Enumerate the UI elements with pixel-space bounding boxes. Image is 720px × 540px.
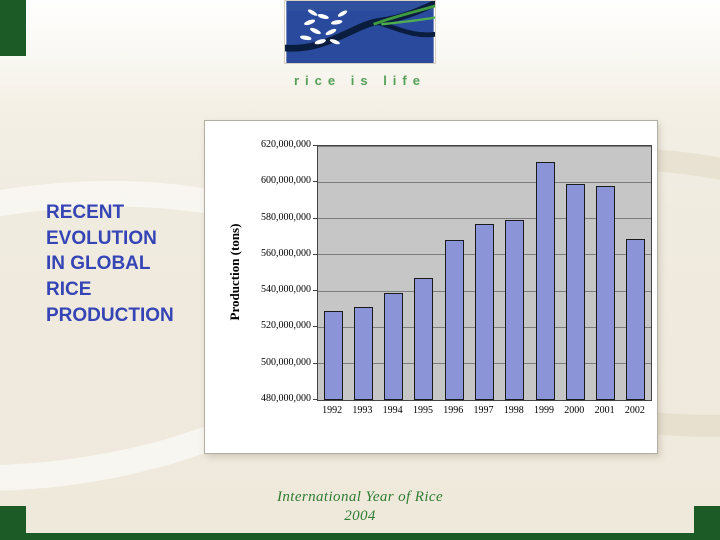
y-tick-mark (313, 181, 317, 183)
bar-1994 (384, 292, 404, 400)
bottom-accent-strip (0, 533, 720, 540)
x-tick-label: 2002 (624, 405, 645, 416)
y-tick-label: 520,000,000 (261, 320, 311, 332)
chart-panel: Production (tons) 480,000,000 500,000,000… (204, 120, 658, 454)
bar-1997 (475, 224, 494, 400)
rice-is-life-wordmark: rice is life (294, 73, 426, 88)
y-tick-label: 480,000,000 (261, 393, 311, 404)
y-axis-labels: 480,000,000 500,000,000 520,000,000 540,000… (231, 121, 311, 453)
bar-2001 (596, 185, 616, 400)
y-tick-mark (313, 326, 317, 328)
corner-accent-bottom-right (694, 506, 720, 540)
x-tick-label: 2001 (594, 405, 615, 416)
x-tick-label: 1999 (534, 405, 555, 416)
y-tick-label: 560,000,000 (261, 247, 311, 259)
y-tick-mark (313, 362, 317, 364)
x-tick-label: 1998 (503, 405, 524, 416)
y-tick-mark (313, 145, 317, 146)
corner-accent-top-left (0, 0, 26, 56)
y-tick-label: 600,000,000 (261, 175, 311, 187)
x-tick-label: 2000 (564, 405, 585, 416)
gridline (318, 145, 651, 147)
bar-1995 (414, 278, 434, 400)
x-tick-label: 1992 (322, 405, 343, 416)
x-tick-label: 1997 (473, 405, 494, 416)
gridline (318, 181, 651, 183)
bar-1993 (353, 307, 373, 400)
y-tick-mark (313, 290, 317, 292)
x-tick-label: 1993 (352, 405, 373, 416)
y-tick-label: 540,000,000 (261, 284, 311, 296)
x-tick-label: 1995 (412, 405, 433, 416)
gridline (318, 218, 651, 220)
bar-1996 (444, 240, 464, 400)
y-tick-mark (313, 217, 317, 219)
x-tick-label: 1994 (382, 405, 403, 416)
bar-1998 (505, 220, 525, 400)
rice-logo-image (284, 0, 436, 64)
y-tick-label: 500,000,000 (261, 356, 311, 368)
slide-title: RECENT EVOLUTION IN GLOBAL RICE PRODUCTI… (46, 202, 174, 326)
bar-2002 (626, 238, 646, 400)
y-tick-label: 620,000,000 (261, 139, 311, 150)
corner-accent-bottom-left (0, 506, 26, 540)
y-tick-mark (313, 253, 317, 255)
x-tick-label: 1996 (443, 405, 464, 416)
y-tick-label: 580,000,000 (261, 211, 311, 223)
rice-is-life-logo: rice is life (284, 0, 436, 88)
bar-1992 (323, 311, 343, 400)
plot-area (317, 145, 652, 401)
footer-caption: International Year of Rice 2004 (276, 489, 444, 524)
bar-1999 (535, 162, 555, 400)
x-axis-labels: 1992 1993 1994 1995 1996 1997 1998 1999 2000 2001… (317, 405, 652, 421)
y-tick-mark (313, 399, 317, 400)
bar-2000 (565, 184, 585, 400)
